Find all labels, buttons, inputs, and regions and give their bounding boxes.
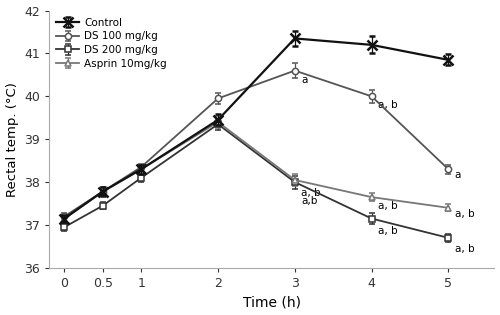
X-axis label: Time (h): Time (h) bbox=[242, 295, 300, 309]
Text: a, b: a, b bbox=[378, 201, 398, 211]
Text: a, b: a, b bbox=[454, 243, 474, 254]
Y-axis label: Rectal temp. (°C): Rectal temp. (°C) bbox=[6, 82, 18, 197]
Text: a, b: a, b bbox=[378, 226, 398, 237]
Legend: Control, DS 100 mg/kg, DS 200 mg/kg, Asprin 10mg/kg: Control, DS 100 mg/kg, DS 200 mg/kg, Asp… bbox=[54, 16, 169, 71]
Text: a, b: a, b bbox=[301, 188, 320, 198]
Text: a, b: a, b bbox=[454, 209, 474, 219]
Text: a, b: a, b bbox=[378, 100, 398, 110]
Text: a: a bbox=[454, 170, 461, 180]
Text: a,b: a,b bbox=[301, 196, 318, 206]
Text: a: a bbox=[301, 75, 308, 85]
